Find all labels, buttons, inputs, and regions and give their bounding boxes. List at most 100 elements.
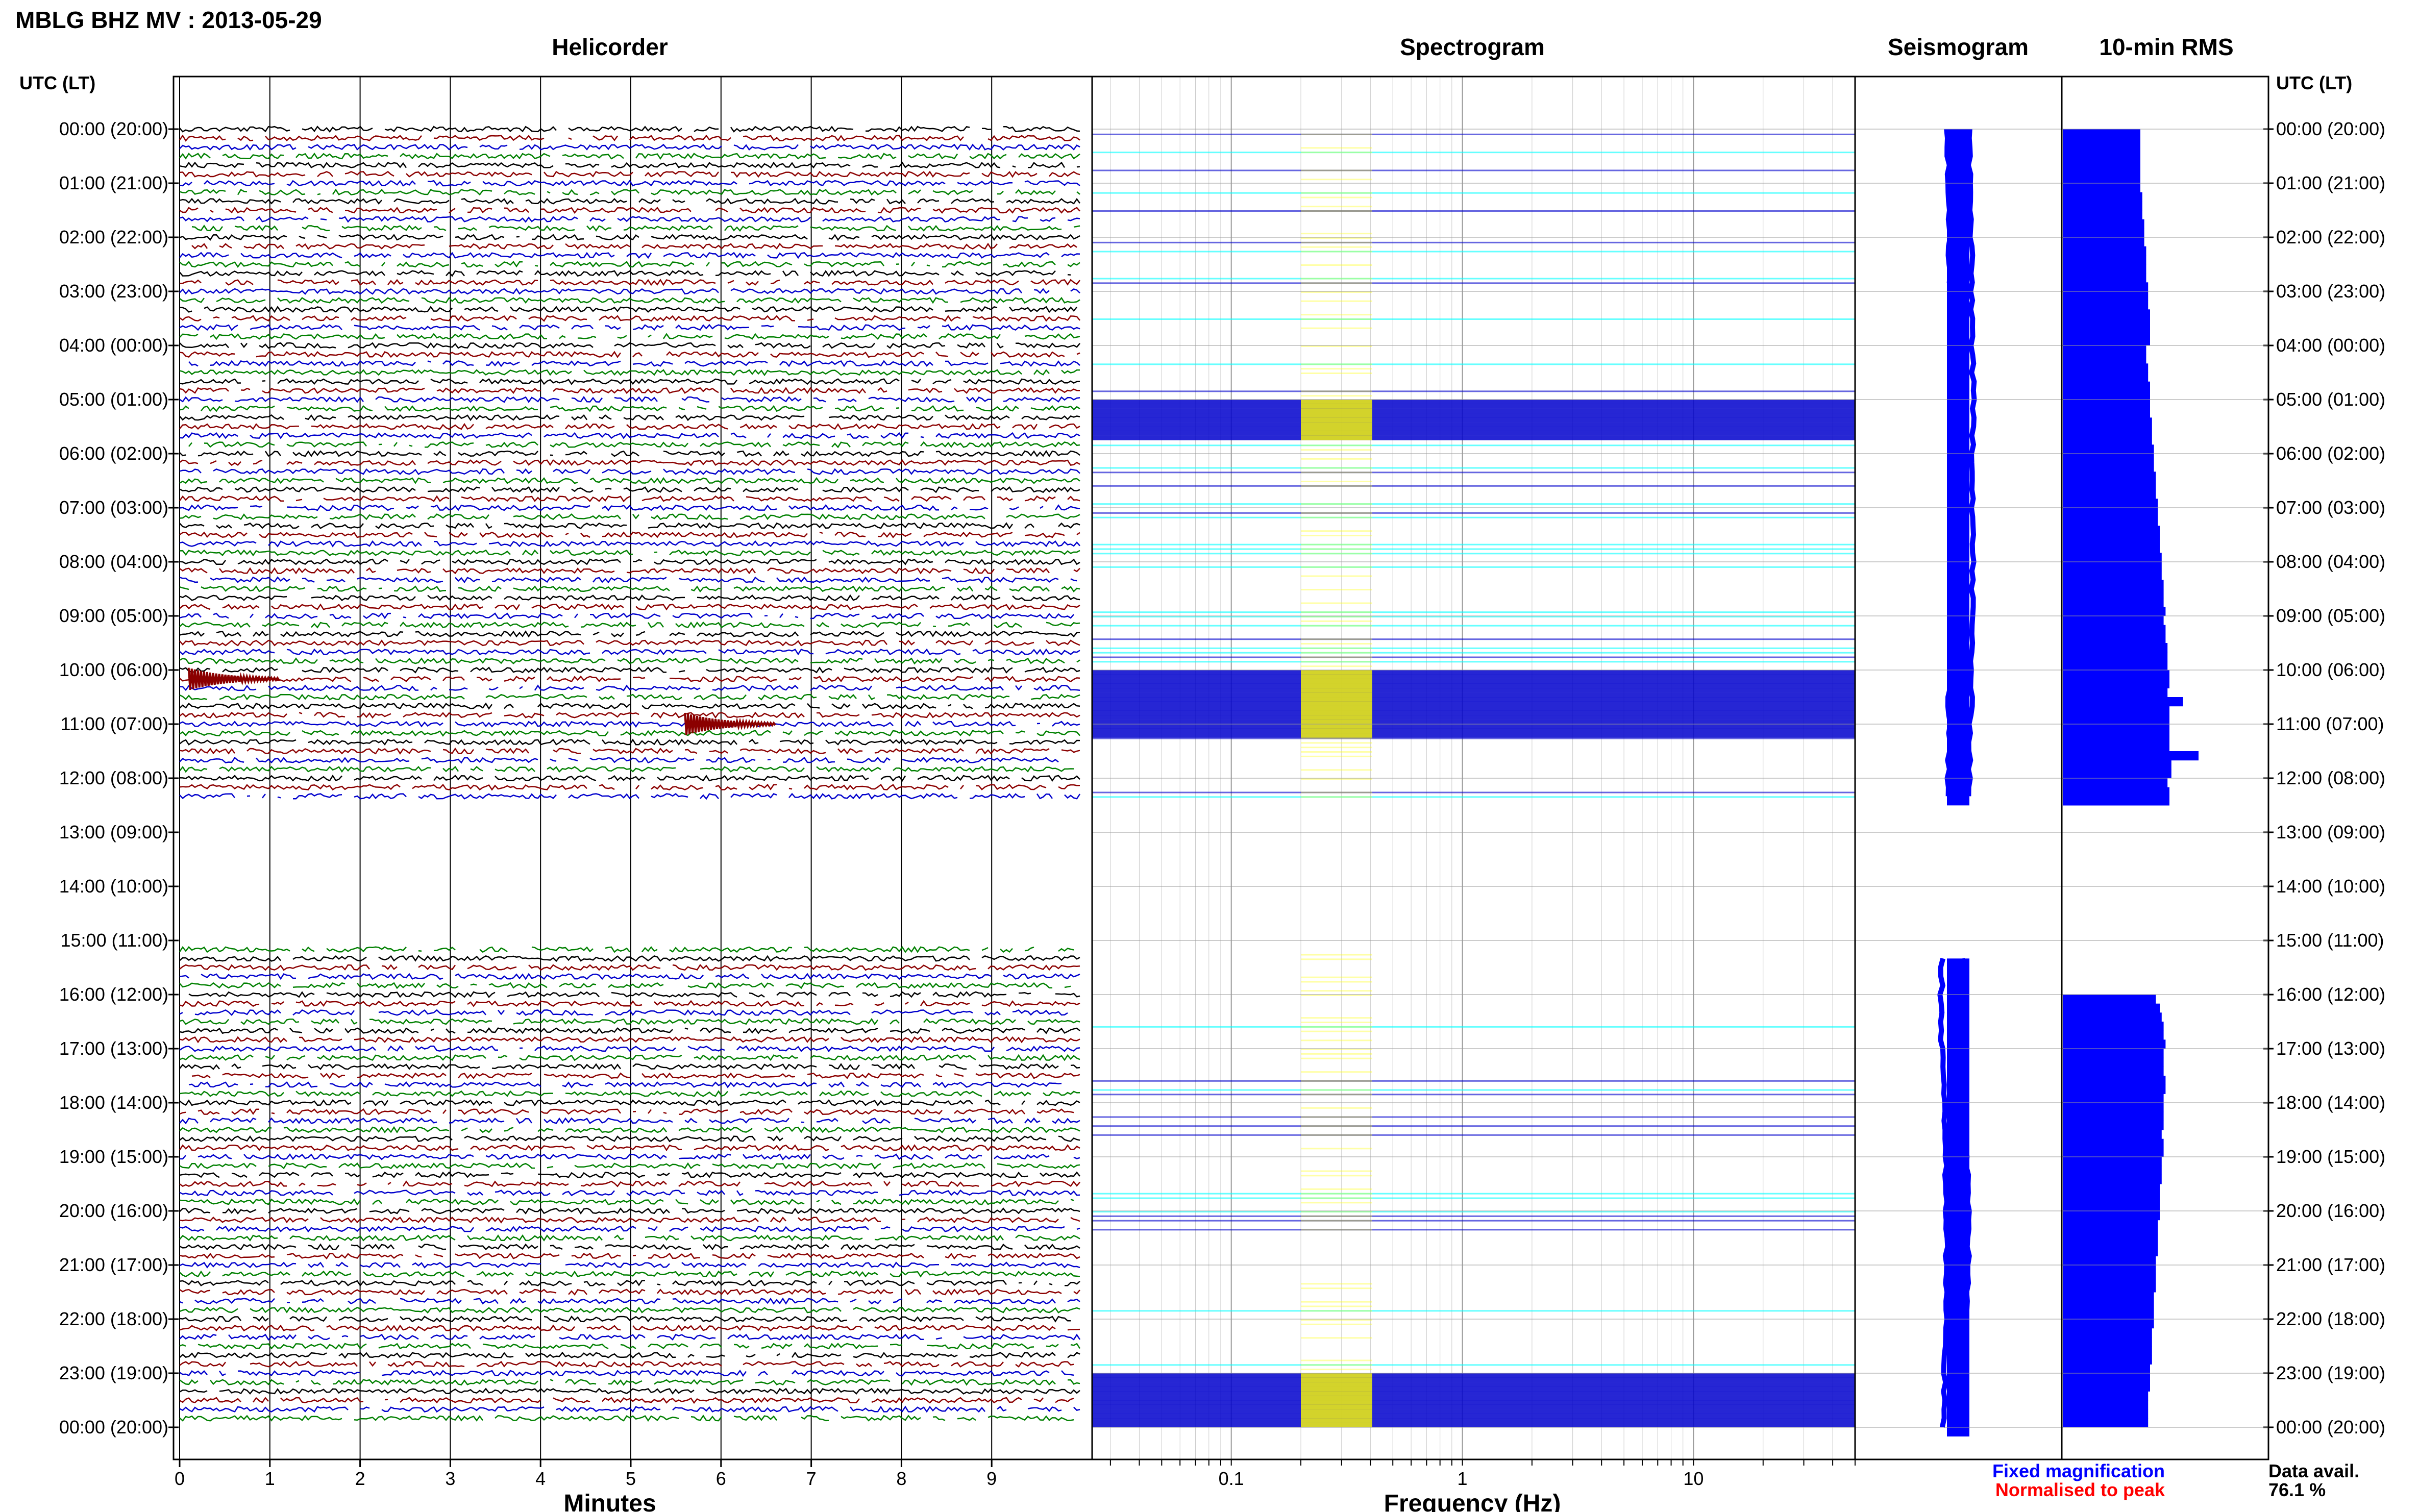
helicorder-trace (179, 1180, 1080, 1187)
spectrogram-band (1092, 1310, 1855, 1312)
spectrogram-band (1092, 661, 1855, 663)
seismogram-segment (1947, 246, 1969, 256)
spectrogram-peak (1300, 697, 1372, 702)
spectrogram-band (1092, 192, 1855, 194)
spectrogram-band (1092, 791, 1855, 794)
helicorder-trace (179, 296, 1080, 304)
time-label-left: 19:00 (15:00) (59, 1146, 168, 1167)
seismogram-segment (1947, 1265, 1969, 1274)
seismogram-segment (1947, 562, 1969, 571)
spectrogram-band (1092, 417, 1855, 423)
spectrogram-band (1092, 701, 1855, 706)
seismogram-segment (1947, 1427, 1969, 1436)
helicorder-trace (179, 477, 1080, 484)
seismogram-segment (1947, 1166, 1969, 1175)
helicorder-trace (179, 612, 1074, 619)
helicorder-trace (179, 657, 1080, 665)
rms-bar (2063, 742, 2169, 752)
time-label-right: 07:00 (03:00) (2276, 497, 2385, 518)
time-label-left: 02:00 (22:00) (59, 227, 168, 247)
rms-bar (2063, 318, 2150, 328)
seismogram-segment (1947, 1220, 1969, 1229)
rms-bar (2063, 598, 2164, 607)
rms-bar (2063, 201, 2142, 211)
spectrogram-band (1092, 1418, 1855, 1423)
seismogram-segment (1947, 1364, 1969, 1374)
helicorder-trace (179, 143, 1080, 151)
rms-bar (2063, 1418, 2149, 1428)
seismogram-segment (1947, 679, 1969, 688)
helicorder-trace (179, 288, 1080, 295)
spectrogram-band (1092, 638, 1855, 640)
helicorder-trace (179, 188, 1080, 196)
seismogram-segment (1947, 1148, 1969, 1157)
seismogram-segment (1947, 354, 1969, 364)
spectrogram-peak (1300, 1319, 1372, 1321)
seismogram-segment (1947, 742, 1969, 752)
rms-bar (2063, 255, 2146, 265)
spectrogram-band (1092, 516, 1855, 518)
rms-bar (2063, 454, 2154, 463)
seismogram-segment (1947, 535, 1969, 544)
rms-bar (2063, 589, 2164, 599)
spectrogram-peak (1300, 485, 1372, 487)
time-label-right: 01:00 (21:00) (2276, 172, 2385, 193)
helicorder-trace (179, 558, 1080, 565)
seismogram-segment (1947, 526, 1969, 535)
helicorder-trace (179, 486, 1080, 493)
helicorder-trace (179, 450, 1080, 458)
helicorder-trace (179, 369, 1080, 377)
utc-lt-label-right: UTC (LT) (2276, 72, 2352, 93)
spectrogram-peak (1300, 575, 1372, 577)
time-label-left: 06:00 (02:00) (59, 443, 168, 464)
seismogram-segment (1947, 1256, 1969, 1266)
helicorder-trace (179, 531, 1080, 539)
spectrogram-peak (1300, 1423, 1372, 1428)
helicorder-trace (180, 1010, 1080, 1015)
rms-bar (2063, 995, 2156, 1004)
seismogram-segment (1947, 995, 1969, 1004)
spectrogram-band (1092, 670, 1855, 675)
spectrogram-band (1092, 152, 1855, 154)
spectrogram-peak (1300, 715, 1372, 720)
helicorder-trace (179, 1045, 1080, 1053)
spectrogram-peak (1300, 602, 1372, 604)
rms-bar (2063, 706, 2169, 715)
seismogram-segment (1947, 724, 1969, 733)
spectrogram-peak (1300, 1175, 1372, 1177)
spectrogram-band (1092, 1409, 1855, 1414)
spectrogram-peak (1300, 435, 1372, 440)
rms-bar (2063, 138, 2140, 147)
time-label-right: 16:00 (12:00) (2276, 984, 2385, 1005)
seismogram-segment (1947, 634, 1969, 643)
rms-bar (2063, 1057, 2164, 1067)
spectrogram-peak (1300, 692, 1372, 698)
spectrogram-band (1092, 1423, 1855, 1428)
helicorder-trace (179, 666, 1080, 674)
seismogram-segment (1947, 625, 1969, 634)
seismogram-segment (1947, 1355, 1969, 1365)
spectrogram-peak (1300, 1400, 1372, 1405)
rms-bar (2063, 1328, 2152, 1337)
seismogram-segment (1947, 616, 1969, 625)
spectrogram-peak (1300, 1215, 1372, 1217)
rms-frame (2061, 76, 2269, 1460)
spectrogram-peak (1300, 566, 1372, 568)
data-avail-label: Data avail. (2268, 1460, 2359, 1481)
spectrogram-peak (1300, 413, 1372, 418)
spectrogram-peak (1300, 638, 1372, 640)
minute-tick-label: 0 (175, 1468, 185, 1489)
minute-tick-label: 5 (626, 1468, 636, 1489)
spectrogram-peak (1300, 408, 1372, 413)
normalised-to-peak-legend: Normalised to peak (1995, 1479, 2165, 1500)
spectrogram-band (1092, 656, 1855, 658)
seismogram-segment (1947, 1310, 1969, 1320)
helicorder-trace (179, 1324, 1080, 1332)
helicorder-trace (179, 1288, 1080, 1296)
helicorder-trace (179, 1036, 1080, 1044)
rms-bar (2063, 129, 2140, 139)
spectrogram-peak (1300, 1057, 1372, 1059)
helicorder-trace (179, 252, 1080, 259)
helicorder-trace (179, 774, 1080, 782)
seismogram-segment (1947, 282, 1969, 292)
